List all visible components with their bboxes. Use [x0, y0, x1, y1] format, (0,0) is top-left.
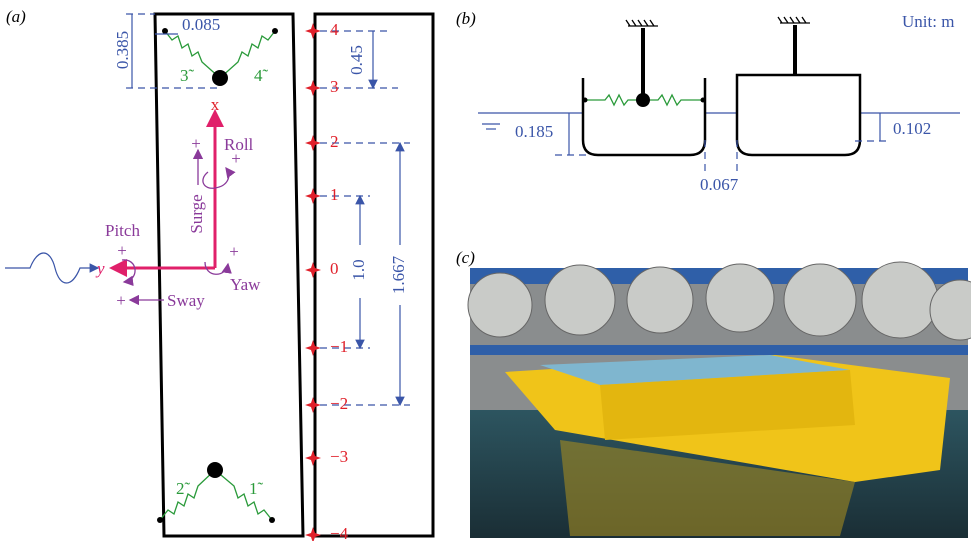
gauge-marker [305, 340, 321, 356]
panel-c: (c) [456, 248, 971, 538]
gauge-label: −1 [330, 337, 348, 356]
axis-label: x [211, 95, 220, 114]
dim-label: 0.102 [893, 119, 931, 138]
gauge-label: 1 [330, 185, 339, 204]
gauge-label: 0 [330, 259, 339, 278]
spring-label: 4̃ [254, 66, 269, 85]
plus-sign: + [229, 242, 239, 261]
motion-label: Pitch [105, 221, 140, 240]
spring-label: 3̃ [180, 66, 195, 85]
anchor [269, 517, 275, 523]
gauge-marker [305, 397, 321, 413]
plus-sign: + [191, 134, 201, 153]
panel-b: (b) Unit: m 0.185 0.102 0.067 [456, 9, 960, 194]
motion-label: Surge [187, 194, 206, 233]
anchor [583, 98, 588, 103]
mass [212, 70, 228, 86]
photo-beam [470, 345, 968, 355]
hatch [626, 17, 810, 26]
gauge-label: −2 [330, 394, 348, 413]
anchor [157, 517, 163, 523]
panel-label: (a) [6, 7, 26, 26]
spring [165, 31, 220, 78]
tank-outline [155, 14, 303, 536]
dim-label: 0.085 [182, 15, 220, 34]
plus-sign: + [231, 149, 241, 168]
dim-label: 0.385 [113, 31, 132, 69]
wave-icon [5, 253, 98, 283]
unit-label: Unit: m [902, 12, 954, 31]
gauge-marker [305, 450, 321, 466]
spring [160, 470, 215, 520]
spring [220, 31, 275, 78]
box [737, 75, 860, 155]
mass [636, 93, 650, 107]
plus-sign: + [117, 241, 127, 260]
gauge-marker [305, 23, 321, 39]
motion-label: Sway [167, 291, 205, 310]
gauge-label: 4 [330, 20, 339, 39]
panel-label: (b) [456, 9, 476, 28]
figure: (a) 3̃ 4̃ 2̃ 1̃ 0.385 0.085 x y Roll Sur… [0, 0, 971, 541]
gauge-marker [305, 135, 321, 151]
dim-label: 0.45 [347, 45, 366, 75]
motion-label: Yaw [230, 275, 261, 294]
dim-label: 1.0 [349, 259, 368, 280]
dim-label: 1.667 [389, 255, 408, 294]
gauge-label: −4 [330, 524, 349, 541]
anchor [701, 98, 706, 103]
dim-label: 0.067 [700, 175, 739, 194]
gauge-label: 3 [330, 77, 339, 96]
gauge-label: 2 [330, 132, 339, 151]
panel-label: (c) [456, 248, 475, 267]
gauge-label: −3 [330, 447, 348, 466]
anchor [272, 28, 278, 34]
gauge-marker [305, 527, 321, 541]
gauge-marker [305, 80, 321, 96]
spring-label: 1̃ [249, 479, 264, 498]
gauge-marker [305, 188, 321, 204]
gauge-marker [305, 262, 321, 278]
anchor [162, 28, 168, 34]
plus-sign: + [116, 291, 126, 310]
panel-a: (a) 3̃ 4̃ 2̃ 1̃ 0.385 0.085 x y Roll Sur… [5, 7, 433, 541]
mass [207, 462, 223, 478]
dim-label: 0.185 [515, 122, 553, 141]
spring [215, 470, 272, 520]
pitch-arrow [122, 260, 135, 282]
